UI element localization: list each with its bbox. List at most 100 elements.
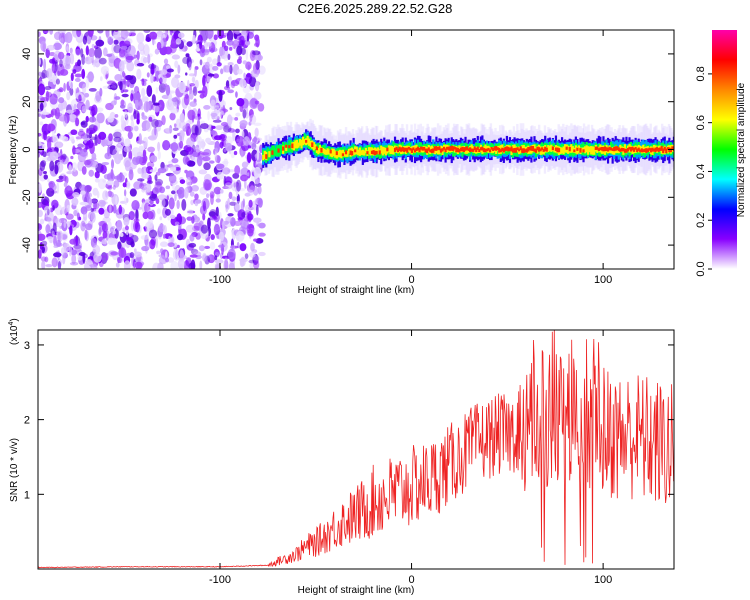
- track-cell: [282, 146, 285, 151]
- noise-speck: [52, 84, 56, 90]
- track-cell: [567, 145, 570, 154]
- track-cell: [625, 148, 628, 153]
- noise-speck: [154, 174, 158, 181]
- noise-speck: [127, 45, 136, 57]
- track-cell: [636, 148, 639, 153]
- track-cell: [577, 145, 581, 153]
- track-cell: [332, 148, 335, 157]
- noise-speck: [114, 113, 119, 118]
- noise-speck: [105, 252, 109, 261]
- track-cell: [606, 147, 610, 152]
- noise-speck: [151, 118, 159, 128]
- track-cell: [341, 153, 345, 157]
- track-cell: [501, 147, 504, 152]
- noise-speck: [250, 242, 255, 252]
- noise-speck: [226, 30, 234, 42]
- noise-speck: [200, 120, 206, 124]
- track-cell: [288, 145, 291, 149]
- noise-speck: [75, 117, 80, 127]
- track-cell: [603, 146, 607, 152]
- noise-speck: [187, 210, 196, 214]
- noise-speck: [102, 179, 107, 183]
- track-cell: [416, 146, 420, 151]
- noise-speck: [198, 169, 208, 175]
- noise-speck: [170, 142, 179, 152]
- noise-speck: [173, 123, 177, 128]
- track-cell: [660, 145, 663, 151]
- track-cell: [623, 144, 627, 153]
- track-cell: [275, 145, 279, 157]
- noise-speck: [114, 154, 122, 165]
- track-cell: [626, 147, 630, 152]
- track-cell: [268, 151, 271, 158]
- noise-speck: [223, 65, 231, 73]
- noise-speck: [204, 61, 210, 69]
- noise-speck: [118, 48, 126, 58]
- noise-speck: [113, 136, 122, 143]
- noise-speck: [223, 259, 229, 269]
- track-cell: [354, 149, 357, 153]
- track-cell: [403, 147, 406, 152]
- track-cell: [346, 150, 349, 157]
- noise-speck: [227, 197, 230, 210]
- noise-speck: [235, 230, 245, 242]
- spectrogram-noise-region: [38, 30, 266, 269]
- track-cell: [511, 148, 515, 153]
- noise-speck: [92, 244, 101, 255]
- noise-speck: [98, 226, 102, 235]
- noise-speck: [205, 137, 212, 144]
- track-cell: [648, 147, 651, 151]
- noise-speck: [38, 57, 41, 67]
- noise-speck: [256, 204, 259, 216]
- track-cell: [562, 146, 565, 155]
- noise-speck: [147, 211, 154, 220]
- noise-speck: [135, 209, 139, 222]
- noise-speck: [91, 43, 95, 49]
- track-cell: [639, 149, 642, 153]
- noise-speck: [233, 220, 242, 226]
- track-cell: [309, 140, 312, 148]
- noise-speck: [183, 187, 189, 199]
- track-cell: [519, 147, 522, 154]
- track-cell: [285, 144, 288, 148]
- noise-speck: [136, 32, 145, 44]
- noise-speck: [123, 40, 131, 47]
- noise-speck: [85, 259, 93, 266]
- noise-speck: [45, 224, 51, 234]
- noise-speck: [216, 62, 222, 67]
- track-cell: [642, 149, 645, 153]
- noise-speck: [179, 179, 186, 184]
- noise-speck: [64, 33, 69, 43]
- y-tick-label: -40: [21, 237, 33, 253]
- track-cell: [475, 147, 478, 153]
- track-cell: [665, 148, 668, 154]
- noise-speck: [58, 175, 64, 180]
- track-cell: [470, 148, 473, 152]
- noise-speck: [66, 221, 72, 226]
- noise-speck: [93, 125, 98, 132]
- noise-speck: [47, 138, 52, 151]
- noise-speck: [51, 199, 59, 209]
- noise-speck: [235, 190, 239, 197]
- noise-speck: [254, 100, 260, 105]
- noise-speck: [245, 48, 249, 61]
- noise-speck: [229, 64, 233, 75]
- noise-speck: [253, 166, 262, 178]
- noise-speck: [54, 164, 59, 175]
- noise-speck: [186, 216, 193, 221]
- track-cell: [300, 139, 303, 149]
- noise-speck: [204, 179, 212, 191]
- noise-speck: [177, 32, 185, 39]
- noise-speck: [206, 193, 210, 199]
- noise-speck: [147, 53, 151, 64]
- noise-speck: [85, 204, 92, 211]
- noise-speck: [156, 208, 161, 215]
- noise-speck: [234, 30, 241, 35]
- noise-speck: [229, 106, 233, 111]
- noise-speck: [151, 94, 156, 104]
- noise-speck: [71, 162, 78, 172]
- track-cell: [280, 144, 283, 154]
- colorbar-tick-label: 0.2: [695, 213, 707, 228]
- track-cell: [344, 150, 348, 155]
- track-cell: [616, 146, 619, 150]
